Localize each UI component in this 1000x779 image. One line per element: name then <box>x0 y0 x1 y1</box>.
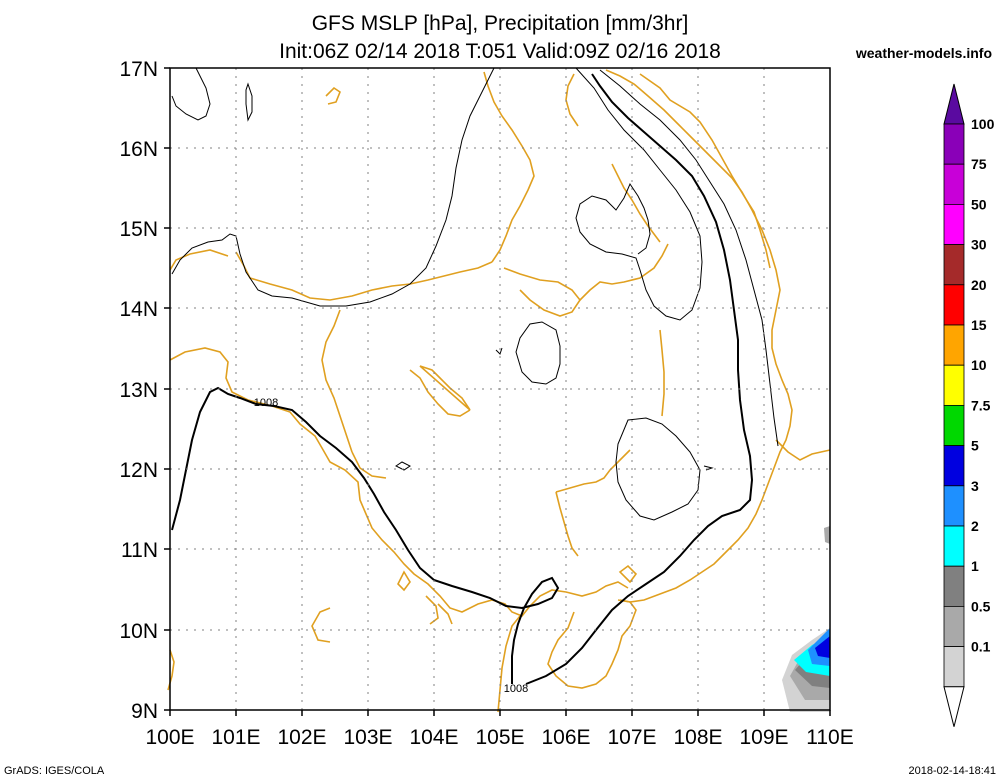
map-area: 1008 1008 <box>119 58 853 749</box>
colorbar-cell <box>943 123 965 165</box>
footer-credit: GrADS: IGES/COLA <box>4 765 105 777</box>
brand-label: weather-models.info <box>855 45 992 61</box>
precip-shading <box>782 526 830 712</box>
lon-label: 107E <box>607 726 656 749</box>
lat-label: 10N <box>119 620 158 643</box>
contour-label-1008-west: 1008 <box>254 397 278 409</box>
map-title-line2: Init:06Z 02/14 2018 T:051 Valid:09Z 02/1… <box>279 40 721 63</box>
coastlines <box>167 69 831 713</box>
footer-timestamp: 2018-02-14-18:41 <box>909 765 996 777</box>
lat-label: 12N <box>119 459 158 482</box>
lon-label: 106E <box>541 726 590 749</box>
colorbar-label: 0.1 <box>971 639 991 655</box>
isobar-1008 <box>171 73 754 685</box>
lon-label: 100E <box>145 726 194 749</box>
colorbar-cell <box>943 244 965 286</box>
colorbar-label: 0.5 <box>971 598 991 614</box>
lon-label: 101E <box>211 726 260 749</box>
colorbar-cell <box>943 203 965 245</box>
colorbar-cell <box>943 284 965 326</box>
colorbar-cell <box>943 646 965 688</box>
longitude-labels: 100E 101E 102E 103E 104E 105E 106E 107E … <box>145 726 853 749</box>
colorbar-top-arrow <box>943 83 965 125</box>
lon-label: 109E <box>739 726 788 749</box>
colorbar-label: 50 <box>971 196 987 212</box>
lon-label: 105E <box>475 726 524 749</box>
colorbar-label: 5 <box>971 438 979 454</box>
colorbar-bottom-arrow <box>943 686 965 727</box>
precip-colorbar: 100 75 50 30 20 15 10 7.5 5 3 2 1 0.5 0.1 <box>943 83 995 727</box>
lat-label: 15N <box>119 218 158 241</box>
graticule <box>170 68 830 710</box>
colorbar-cell <box>943 364 965 406</box>
lon-label: 102E <box>277 726 326 749</box>
colorbar-cell <box>943 163 965 205</box>
colorbar-cell <box>943 606 965 648</box>
colorbar-label: 3 <box>971 478 979 494</box>
colorbar-cell <box>943 404 965 446</box>
colorbar-cell <box>943 525 965 567</box>
colorbar-label: 2 <box>971 518 979 534</box>
isobars <box>171 67 779 521</box>
contour-label-1008-south: 1008 <box>504 683 528 695</box>
colorbar-cell <box>943 445 965 487</box>
colorbar-label: 7.5 <box>971 397 991 413</box>
lon-label: 108E <box>673 726 722 749</box>
colorbar-label: 100 <box>971 116 995 132</box>
map-title-line1: GFS MSLP [hPa], Precipitation [mm/3hr] <box>312 12 689 35</box>
lat-label: 9N <box>131 700 158 723</box>
lat-label: 17N <box>119 58 158 81</box>
colorbar-label: 1 <box>971 558 979 574</box>
lat-label: 11N <box>121 539 158 562</box>
lat-label: 14N <box>119 298 158 321</box>
colorbar-cell <box>943 485 965 527</box>
colorbar-label: 15 <box>971 317 987 333</box>
colorbar-label: 30 <box>971 237 987 253</box>
lon-label: 110E <box>806 726 854 749</box>
colorbar-label: 10 <box>971 357 987 373</box>
colorbar-label: 75 <box>971 156 987 172</box>
colorbar-cell <box>943 565 965 607</box>
colorbar-label: 20 <box>971 277 987 293</box>
axis-ticks <box>164 67 831 716</box>
lat-label: 16N <box>119 138 158 161</box>
lon-label: 103E <box>343 726 392 749</box>
latitude-labels: 17N 16N 15N 14N 13N 12N 11N 10N 9N <box>119 58 158 723</box>
lon-label: 104E <box>409 726 458 749</box>
lat-label: 13N <box>119 379 158 402</box>
colorbar-cell <box>943 324 965 366</box>
